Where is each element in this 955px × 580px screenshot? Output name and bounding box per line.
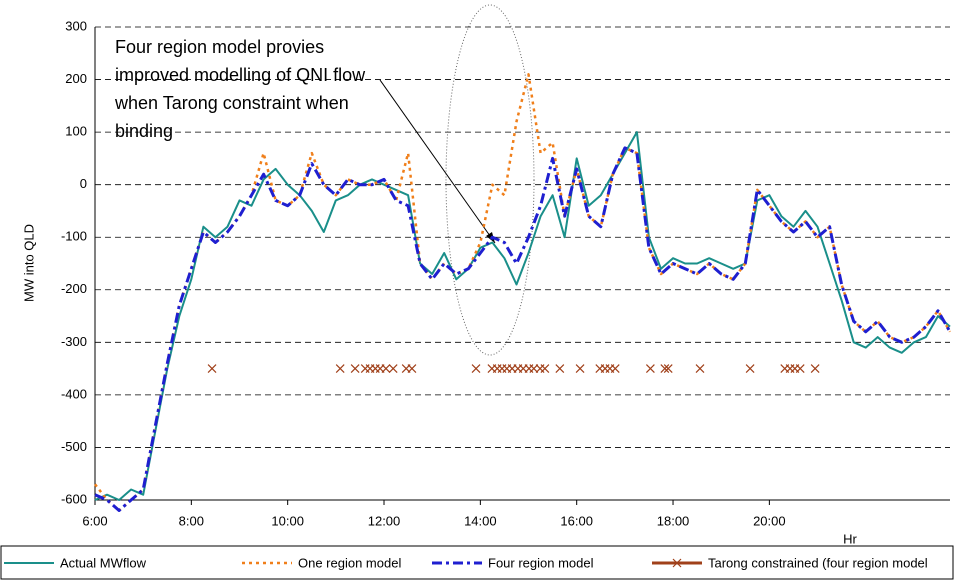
y-tick-label: 300 — [65, 18, 87, 33]
x-tick-label: 6:00 — [82, 513, 107, 528]
legend-marker — [672, 558, 682, 568]
marker — [745, 364, 755, 374]
marker — [695, 364, 705, 374]
x-tick-label: 14:00 — [464, 513, 497, 528]
annotation: improved modelling of QNI flow — [115, 65, 366, 85]
marker — [381, 364, 391, 374]
marker — [388, 364, 398, 374]
y-tick-label: 100 — [65, 124, 87, 139]
x-tick-label: 20:00 — [753, 513, 786, 528]
y-tick-label: -300 — [61, 334, 87, 349]
annotation: when Tarong constraint when — [114, 93, 349, 113]
y-tick-label: -600 — [61, 491, 87, 506]
series-line — [94, 131, 951, 501]
legend-label: One region model — [298, 555, 401, 570]
x-tick-label: 8:00 — [179, 513, 204, 528]
y-axis-label: MW into QLD — [21, 224, 36, 302]
marker — [610, 364, 620, 374]
annotation: binding — [115, 121, 173, 141]
annotation: Four region model provies — [115, 37, 324, 57]
marker — [575, 364, 585, 374]
x-axis-label: Hr — [843, 531, 857, 546]
legend-label: Actual MWflow — [60, 555, 147, 570]
series-line — [94, 146, 952, 512]
marker — [540, 364, 550, 374]
y-tick-label: -100 — [61, 229, 87, 244]
y-tick-label: -500 — [61, 439, 87, 454]
x-tick-label: 16:00 — [560, 513, 593, 528]
x-tick-label: 12:00 — [368, 513, 401, 528]
marker — [407, 364, 417, 374]
x-tick-label: 10:00 — [271, 513, 304, 528]
y-tick-label: -400 — [61, 386, 87, 401]
marker — [663, 364, 673, 374]
annotation-arrow — [379, 79, 496, 244]
marker — [795, 364, 805, 374]
marker — [810, 364, 820, 374]
legend-label: Four region model — [488, 555, 594, 570]
marker — [660, 364, 670, 374]
legend-box — [0, 545, 954, 580]
series-line — [94, 73, 952, 512]
legend-label: Tarong constrained (four region model — [708, 555, 928, 570]
marker — [335, 364, 345, 374]
marker — [645, 364, 655, 374]
marker — [471, 364, 481, 374]
y-tick-label: 0 — [80, 176, 87, 191]
x-tick-label: 18:00 — [657, 513, 690, 528]
highlight-ellipse — [445, 4, 535, 356]
y-tick-label: -200 — [61, 281, 87, 296]
marker — [555, 364, 565, 374]
marker — [350, 364, 360, 374]
y-tick-label: 200 — [65, 71, 87, 86]
marker — [529, 364, 539, 374]
marker — [207, 364, 217, 374]
